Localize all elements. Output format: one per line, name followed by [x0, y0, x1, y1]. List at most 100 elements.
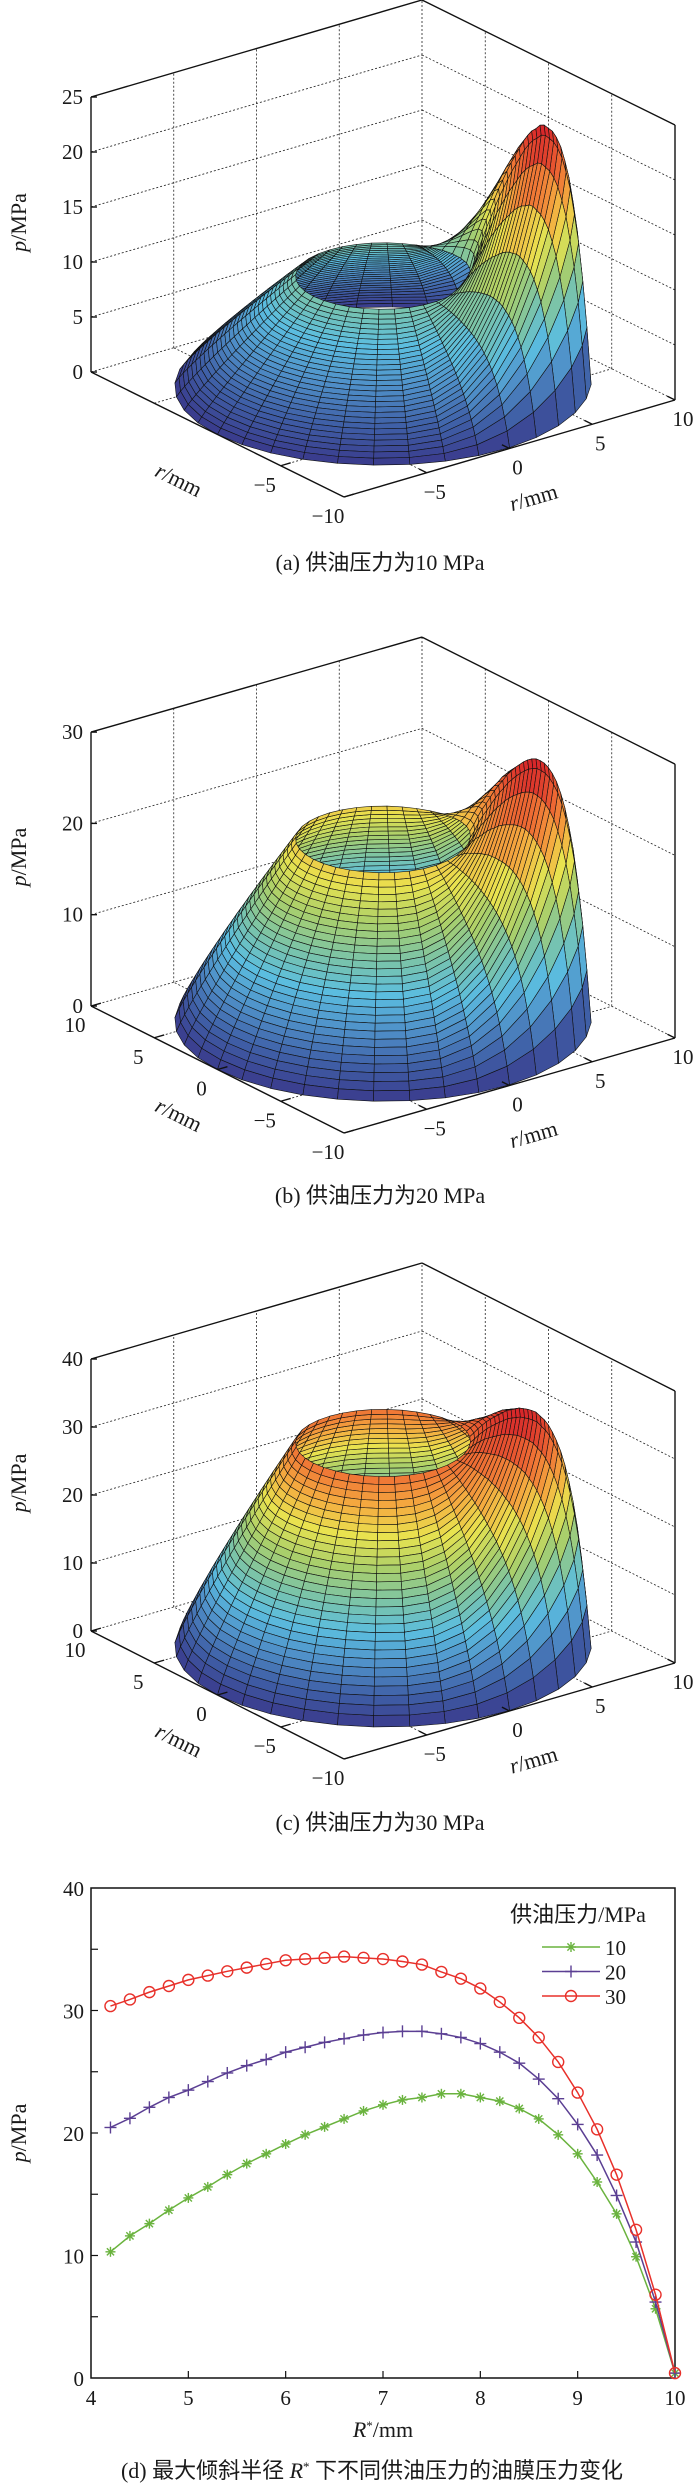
surface-patch [386, 1409, 404, 1416]
marker-circle [240, 1961, 253, 1974]
surface-patch [364, 852, 390, 858]
gridline [90, 219, 423, 318]
axis2-label: r/mm [506, 1741, 560, 1779]
axis1-tick [280, 462, 291, 467]
axis2-tick [501, 1081, 510, 1087]
surface-patch [365, 847, 390, 854]
series-line [110, 1955, 676, 2374]
marker-plus [221, 2066, 234, 2079]
surface-patch [375, 998, 405, 1008]
marker-asterisk [553, 2129, 564, 2140]
marker-stroke [378, 2100, 388, 2109]
marker-plus [240, 2059, 253, 2072]
surface-patch [357, 915, 379, 925]
marker-circle [318, 1951, 331, 1965]
box-edge [90, 1262, 423, 1360]
surface-patch [360, 885, 379, 895]
axis2-tick-label: 5 [595, 431, 606, 455]
axis2-tick [418, 1104, 428, 1110]
axis1-unit: /mm [159, 462, 206, 502]
legend-title: 供油压力/MPa [510, 1902, 646, 1927]
axis1-tick-label: 0 [196, 1702, 207, 1726]
axis1-tick-label: −10 [312, 1766, 345, 1790]
marker-asterisk [611, 2208, 622, 2219]
marker-stroke [593, 2177, 602, 2187]
surface-patch [377, 333, 398, 340]
surface-patch [375, 991, 404, 1000]
marker-circle [260, 1957, 273, 1971]
series-line [109, 2093, 676, 2374]
surface-patch [386, 242, 404, 246]
marker-stroke [262, 2149, 271, 2158]
axis1-tick [90, 1627, 102, 1632]
marker-circle [629, 2223, 643, 2236]
surface-patch [377, 1524, 399, 1533]
z-tick-label: 20 [62, 811, 83, 835]
surface-patch [387, 830, 409, 836]
z-tick-label: 5 [73, 305, 84, 329]
surface-patch [376, 1572, 402, 1583]
surface-patch [378, 872, 396, 881]
marker-circle [123, 1993, 137, 2006]
surface-patch [404, 1423, 424, 1430]
surface-patch [375, 395, 405, 403]
marker-plus [123, 2112, 136, 2125]
marker-circle [396, 1955, 409, 1968]
marker-circle [454, 1972, 468, 1985]
surface-patch [358, 1515, 379, 1525]
surface-patch [369, 1423, 389, 1430]
legend-label: 20 [605, 1961, 626, 1985]
axis1-tick [154, 1034, 165, 1039]
marker-circle [552, 2055, 565, 2069]
figure-caption: (c) 供油压力为30 MPa [276, 1810, 485, 1835]
surface-patch [388, 1457, 413, 1464]
marker-circle [415, 1958, 429, 1971]
surface-patch [377, 323, 397, 330]
marker-circle [571, 2086, 584, 2099]
x-tick-label: 9 [572, 2386, 583, 2410]
surface-patch [368, 822, 389, 828]
surface-patch [378, 1491, 397, 1501]
surface-patch [401, 806, 419, 813]
surface-patch [539, 124, 546, 136]
surface-patch [376, 1548, 400, 1558]
marker-circle [201, 1969, 215, 1982]
surface-patch [367, 1442, 389, 1449]
surface-patch [357, 1523, 379, 1533]
surface-patch [362, 1475, 380, 1485]
axis2-label: r/mm [506, 1116, 560, 1154]
box-edge [421, 0, 676, 126]
marker-asterisk [358, 2105, 369, 2116]
marker-asterisk [202, 2181, 213, 2192]
marker-asterisk [436, 2088, 447, 2099]
surface-patch [366, 839, 390, 845]
x-tick-label: 7 [378, 2386, 389, 2410]
surface-patch [405, 1428, 425, 1434]
marker-stroke [534, 2114, 543, 2124]
marker-plus [104, 2121, 117, 2134]
pressure-surface [174, 1407, 592, 1728]
marker-stroke [164, 2206, 173, 2215]
marker-plus [591, 2149, 604, 2162]
axis2-tick-label: 10 [673, 1045, 694, 1069]
axis1-tick [343, 493, 355, 498]
axis2-tick [584, 1682, 593, 1688]
surface-patch [373, 1063, 409, 1073]
box-edge [421, 636, 676, 765]
marker-circle [337, 1950, 351, 1963]
surface-patch [377, 1515, 398, 1525]
marker-circle [376, 1952, 390, 1966]
marker-circle [143, 1985, 156, 1999]
z-axis-var: p [6, 1501, 31, 1514]
marker-circle [493, 1995, 506, 2009]
marker-plus [552, 2092, 565, 2105]
marker-asterisk [566, 1942, 576, 1952]
pressure-surface [174, 758, 592, 1102]
surface-patch [374, 1014, 406, 1024]
surface-patch [376, 953, 402, 962]
marker-stroke [125, 2231, 135, 2240]
marker-stroke [339, 2114, 349, 2124]
surface-patch [374, 1640, 406, 1651]
marker-asterisk [241, 2158, 252, 2169]
